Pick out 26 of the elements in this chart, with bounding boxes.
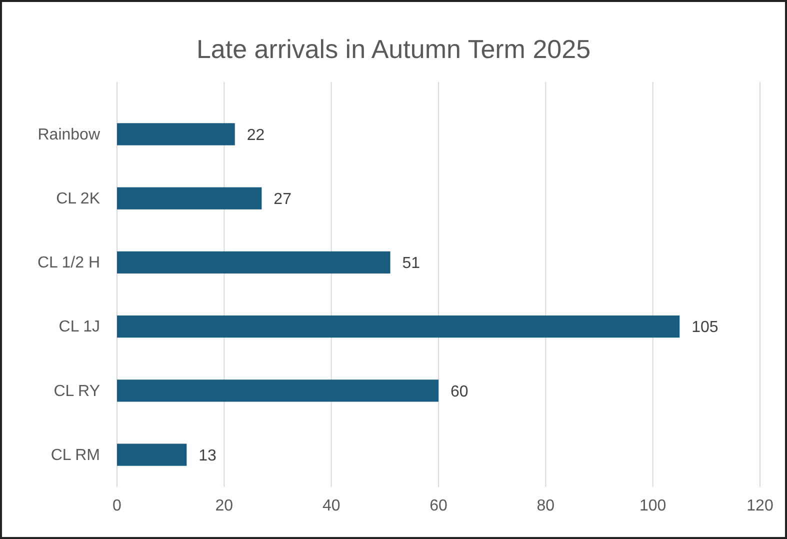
x-tick-label: 0: [112, 497, 122, 514]
bar: [117, 251, 390, 274]
data-label: 60: [450, 383, 468, 400]
y-tick-label: CL 1/2 H: [37, 254, 100, 272]
y-tick-label: CL 2K: [56, 190, 100, 208]
data-label: 51: [402, 255, 420, 272]
x-tick-label: 120: [746, 497, 774, 514]
bar: [117, 187, 262, 210]
data-label: 13: [198, 447, 217, 464]
bar: [117, 123, 235, 146]
bar: [117, 380, 438, 402]
y-tick-label: CL 1J: [58, 318, 100, 336]
x-tick-label: 80: [536, 497, 555, 514]
x-tick-label: 40: [322, 497, 340, 514]
y-tick-label: Rainbow: [38, 126, 100, 144]
chart-title: Late arrivals in Autumn Term 2025: [196, 34, 591, 64]
x-tick-label: 20: [215, 497, 234, 514]
data-label: 27: [274, 190, 292, 208]
data-label: 22: [246, 126, 265, 144]
y-tick-label: CL RY: [54, 382, 100, 400]
y-tick-label: CL RM: [50, 446, 100, 464]
x-tick-label: 100: [639, 497, 666, 514]
bar: [117, 444, 187, 466]
bar: [117, 315, 680, 338]
data-label: 105: [692, 319, 718, 336]
x-tick-label: 60: [430, 497, 448, 514]
